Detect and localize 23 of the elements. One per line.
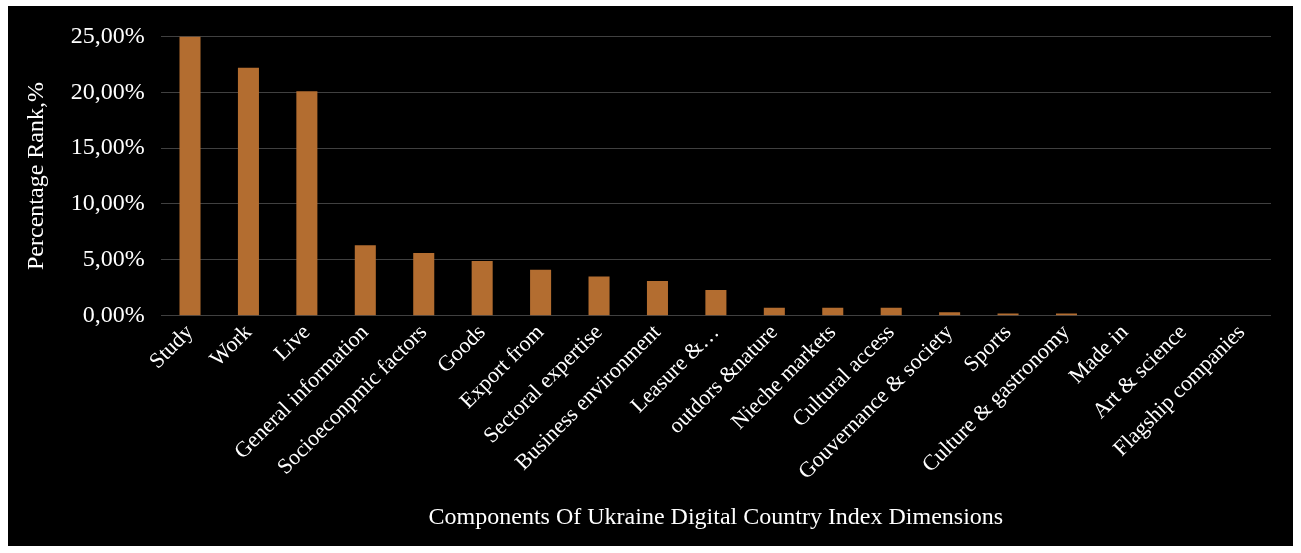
y-tick-label: 25,00%: [70, 21, 145, 48]
y-tick-label: 20,00%: [70, 77, 145, 104]
bar: [471, 260, 493, 316]
bar: [880, 307, 902, 316]
bar: [296, 91, 318, 316]
bar: [237, 67, 259, 316]
y-tick-label: 0,00%: [82, 300, 145, 327]
bar: [179, 36, 201, 316]
bar: [588, 276, 610, 316]
bar: [705, 289, 727, 316]
bar: [822, 307, 844, 316]
bar: [530, 269, 552, 316]
bar: [646, 281, 668, 316]
y-tick-label: 5,00%: [82, 245, 145, 272]
x-tick-label: Work: [204, 318, 257, 371]
bar: [939, 312, 961, 316]
x-axis-title: Components Of Ukraine Digital Country Index Dimensions: [428, 502, 1004, 529]
bar: [763, 307, 785, 316]
y-tick-label: 10,00%: [70, 189, 145, 216]
y-tick-label: 15,00%: [70, 133, 145, 160]
y-axis-title: Percentage Rank,%: [21, 82, 48, 270]
bar: [413, 253, 435, 316]
bar: [354, 245, 376, 316]
